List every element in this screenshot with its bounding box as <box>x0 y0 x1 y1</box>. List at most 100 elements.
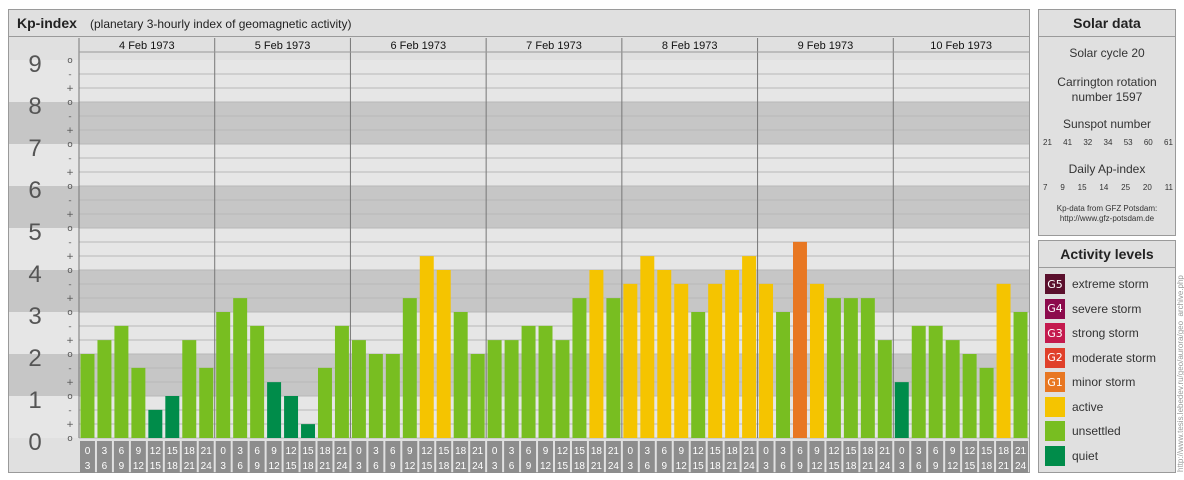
kp-bar <box>979 367 994 438</box>
y-tick-label: 0 <box>28 429 41 456</box>
ap-index-value: 11 <box>1164 183 1173 192</box>
sunspot-value: 32 <box>1083 138 1093 147</box>
interval-box <box>300 441 316 473</box>
kp-bar <box>97 340 112 438</box>
interval-box <box>504 441 520 473</box>
interval-box <box>147 441 163 473</box>
background-band <box>9 102 1029 144</box>
interval-end-label: 15 <box>828 461 840 472</box>
kp-bar <box>402 298 417 438</box>
interval-start-label: 9 <box>950 446 956 457</box>
interval-end-label: 18 <box>167 461 179 472</box>
interval-box <box>198 441 214 473</box>
interval-box <box>402 441 418 473</box>
y-tick-label: 8 <box>28 93 41 120</box>
interval-box <box>453 441 469 473</box>
interval-start-label: 21 <box>879 446 891 457</box>
interval-end-label: 21 <box>998 461 1010 472</box>
watermark-text: http://www.tesis.lebedev.ru/geo/aurora/g… <box>1176 275 1184 472</box>
kp-bar <box>487 340 502 438</box>
kp-bar <box>538 325 553 438</box>
minor-tick-label: o <box>67 350 73 360</box>
interval-box <box>470 441 486 473</box>
interval-end-label: 3 <box>899 461 905 472</box>
interval-box <box>741 441 757 473</box>
legend-item: G5 extreme storm <box>1045 274 1149 294</box>
interval-box <box>639 441 655 473</box>
interval-start-label: 9 <box>271 446 277 457</box>
interval-start-label: 9 <box>136 446 142 457</box>
interval-box <box>826 441 842 473</box>
kp-bar <box>606 298 621 438</box>
minor-tick-label: o <box>67 182 73 192</box>
y-tick-label: 6 <box>28 177 41 204</box>
legend-item: G2 moderate storm <box>1045 347 1157 368</box>
kp-bar <box>572 298 587 438</box>
minor-tick-label: o <box>67 56 73 66</box>
kp-bar <box>165 396 180 438</box>
kp-bar <box>725 270 740 438</box>
interval-end-label: 6 <box>780 461 786 472</box>
interval-box <box>979 441 995 473</box>
interval-end-label: 6 <box>509 461 515 472</box>
interval-box <box>538 441 553 473</box>
interval-end-label: 21 <box>727 461 739 472</box>
interval-end-label: 18 <box>981 461 993 472</box>
kp-bar <box>521 325 536 438</box>
kp-bar <box>708 283 723 438</box>
interval-box <box>96 441 112 473</box>
kp-bar <box>351 340 366 438</box>
interval-end-label: 24 <box>336 461 348 472</box>
interval-end-label: 12 <box>133 461 145 472</box>
minor-tick-label: + <box>66 294 74 304</box>
y-tick-label: 1 <box>28 387 41 414</box>
kp-bar <box>453 312 468 438</box>
kp-bar <box>793 241 807 438</box>
chart-subtitle: (planetary 3-hourly index of geomagnetic… <box>90 17 352 31</box>
legend-swatch <box>1045 396 1065 417</box>
interval-start-label: 6 <box>933 446 939 457</box>
kp-bar <box>199 367 214 438</box>
interval-end-label: 15 <box>421 461 433 472</box>
interval-end-label: 21 <box>184 461 196 472</box>
interval-box <box>894 441 910 473</box>
minor-tick-label: + <box>66 84 74 94</box>
interval-box <box>860 441 876 473</box>
legend-label: moderate storm <box>1072 350 1157 365</box>
interval-box <box>962 441 978 473</box>
kp-bar <box>962 354 977 438</box>
interval-end-label: 9 <box>254 461 260 472</box>
interval-end-label: 9 <box>526 461 532 472</box>
solar-cycle: Solar cycle 20 <box>1069 46 1145 60</box>
interval-end-label: 15 <box>285 461 297 472</box>
interval-start-label: 18 <box>319 446 331 457</box>
interval-start-label: 12 <box>285 446 297 457</box>
interval-box <box>368 441 384 473</box>
interval-end-label: 9 <box>390 461 396 472</box>
interval-start-label: 0 <box>763 446 769 457</box>
ap-index-value: 9 <box>1060 183 1065 192</box>
interval-end-label: 21 <box>455 461 467 472</box>
chart-title: Kp-index <box>17 15 77 31</box>
interval-box <box>996 441 1012 473</box>
interval-start-label: 21 <box>472 446 484 457</box>
interval-box <box>249 441 265 473</box>
kp-bar <box>385 354 400 438</box>
interval-end-label: 6 <box>102 461 108 472</box>
interval-start-label: 3 <box>780 446 786 457</box>
interval-end-label: 21 <box>862 461 874 472</box>
legend-swatch: G3 <box>1045 323 1065 343</box>
interval-end-label: 12 <box>811 461 823 472</box>
y-tick-label: 2 <box>28 345 41 372</box>
interval-start-label: 21 <box>336 446 348 457</box>
kp-bar <box>80 354 95 438</box>
interval-end-label: 24 <box>1015 461 1027 472</box>
interval-box <box>215 441 231 473</box>
sunspot-value: 21 <box>1043 138 1052 147</box>
interval-box <box>809 441 825 473</box>
interval-box <box>911 441 927 473</box>
interval-start-label: 15 <box>845 446 857 457</box>
kp-chart: 0123456789o+-o+-o+-o+-o+-o+-o+-o+-o+-o4 … <box>9 38 1029 473</box>
interval-end-label: 3 <box>220 461 226 472</box>
interval-start-label: 21 <box>744 446 756 457</box>
